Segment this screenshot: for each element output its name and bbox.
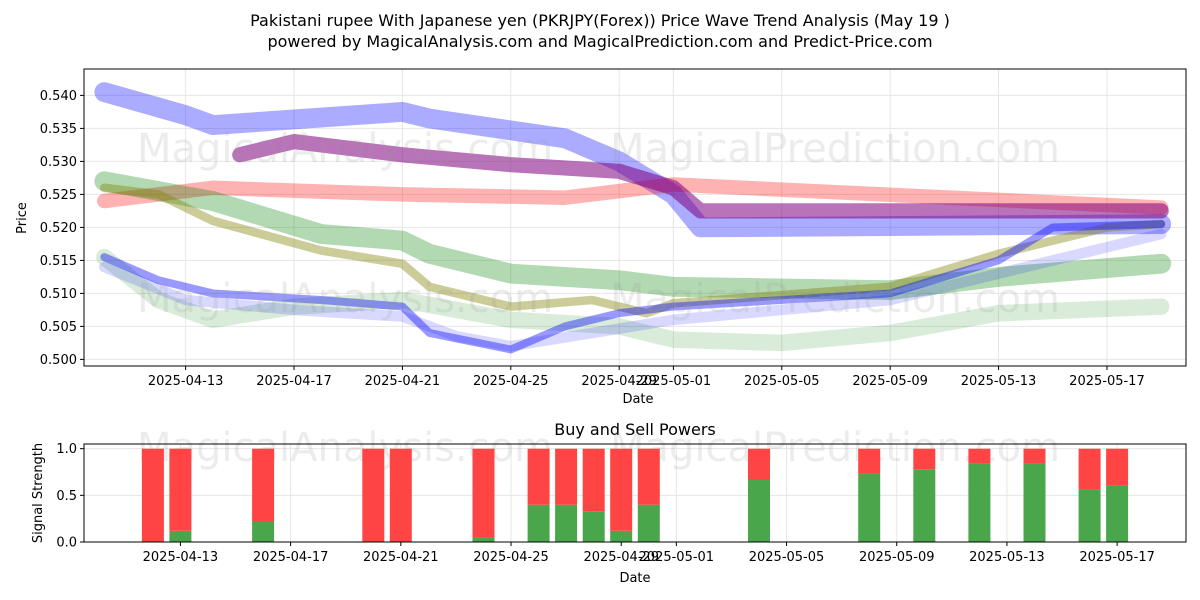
sell-bar	[1078, 448, 1101, 490]
sell-bar	[527, 448, 550, 505]
wave-band-blue-6	[100, 220, 1166, 354]
price-x-tick-label: 2025-05-17	[1069, 374, 1145, 389]
signal-chart-panel: Buy and Sell Powers MagicalAnalysis.com …	[31, 420, 1187, 586]
price-x-tick-label: 2025-05-05	[744, 374, 820, 389]
wave-band-red-1	[97, 177, 1169, 215]
signal-x-tick-label: 2025-05-13	[969, 550, 1045, 565]
signal-y-tick-label: 0.5	[56, 489, 77, 504]
sell-bar	[389, 448, 412, 542]
buy-bar	[582, 511, 605, 542]
signal-y-tick-label: 0.0	[56, 536, 77, 551]
signal-plot-frame	[83, 443, 1187, 543]
watermark-analysis-2: MagicalAnalysis.com	[137, 276, 553, 322]
price-x-tick-label: 2025-04-13	[148, 374, 224, 389]
buy-bar	[472, 537, 495, 542]
wave-band-purple-2	[232, 134, 1169, 219]
price-x-tick-label: 2025-04-25	[473, 374, 549, 389]
sell-bar	[362, 448, 385, 542]
buy-bar	[1023, 463, 1046, 542]
price-chart-panel: MagicalAnalysis.com MagicalPrediction.co…	[15, 68, 1187, 407]
signal-y-tick-label: 1.0	[56, 442, 77, 457]
buy-bar	[527, 504, 550, 542]
buy-bar	[1078, 489, 1101, 542]
chart-subtitle: powered by MagicalAnalysis.com and Magic…	[267, 32, 932, 51]
price-y-tick-label: 0.505	[40, 320, 77, 335]
signal-x-tick-label: 2025-05-09	[859, 550, 935, 565]
price-y-tick-label: 0.540	[40, 89, 77, 104]
signal-x-tick-label: 2025-04-17	[253, 550, 329, 565]
wave-band-green-4	[96, 248, 1170, 352]
buy-bar	[858, 473, 881, 542]
chart-title: Pakistani rupee With Japanese yen (PKRJP…	[250, 11, 950, 30]
sell-bar	[610, 448, 633, 531]
price-axes: 0.500 0.505 0.510 0.515 0.520 0.525 0.530 0.535…	[40, 89, 1145, 389]
price-x-tick-label: 2025-05-01	[636, 374, 712, 389]
price-plot-frame	[83, 68, 1187, 367]
buy-bar	[913, 469, 936, 542]
buy-bar	[1106, 485, 1129, 542]
wave-band-olive-5	[100, 183, 1166, 318]
signal-y-label: Signal Strength	[31, 443, 46, 543]
sell-bar	[169, 448, 192, 531]
price-y-label: Price	[15, 202, 30, 234]
price-y-tick-label: 0.500	[40, 353, 77, 368]
signal-x-tick-label: 2025-05-01	[639, 550, 715, 565]
sell-bar	[555, 448, 578, 505]
wave-band-green-3	[94, 171, 1172, 301]
buy-bar	[748, 479, 770, 542]
price-y-tick-label: 0.525	[40, 188, 77, 203]
price-x-tick-label: 2025-04-21	[365, 374, 441, 389]
sell-bar	[141, 448, 164, 542]
price-y-tick-label: 0.535	[40, 122, 77, 137]
price-x-tick-label: 2025-05-13	[961, 374, 1037, 389]
buy-bar	[252, 521, 275, 542]
signal-title: Buy and Sell Powers	[554, 420, 716, 439]
price-y-tick-label: 0.510	[40, 287, 77, 302]
price-y-tick-label: 0.515	[40, 254, 77, 269]
watermark-prediction-2: MagicalPrediction.com	[610, 276, 1060, 322]
watermark-prediction-3: MagicalPrediction.com	[610, 425, 1060, 471]
sell-bar	[913, 448, 936, 470]
buy-bar	[637, 504, 660, 542]
sell-bar	[252, 448, 275, 522]
sell-bar	[748, 448, 770, 480]
sell-bar	[968, 448, 991, 464]
buy-bar	[555, 504, 578, 542]
signal-x-tick-label: 2025-04-13	[143, 550, 219, 565]
buy-bar	[968, 463, 991, 542]
buy-bar	[169, 530, 192, 542]
watermark-prediction: MagicalPrediction.com	[610, 126, 1060, 172]
price-x-tick-label: 2025-04-29	[581, 374, 657, 389]
watermarks-top: MagicalAnalysis.com MagicalPrediction.co…	[137, 126, 1060, 322]
wave-band-blue-0	[94, 82, 1172, 238]
price-x-label: Date	[622, 392, 653, 407]
price-y-tick-label: 0.530	[40, 155, 77, 170]
watermark-analysis: MagicalAnalysis.com	[137, 126, 553, 172]
signal-x-tick-label: 2025-04-21	[363, 550, 439, 565]
signal-x-tick-label: 2025-04-29	[583, 550, 659, 565]
sell-bar	[582, 448, 605, 512]
price-y-tick-label: 0.520	[40, 221, 77, 236]
price-x-tick-label: 2025-04-17	[256, 374, 332, 389]
signal-x-tick-label: 2025-05-05	[749, 550, 825, 565]
signal-bars	[141, 448, 1129, 542]
signal-x-tick-label: 2025-05-17	[1079, 550, 1155, 565]
signal-x-tick-label: 2025-04-25	[473, 550, 549, 565]
sell-bar	[472, 448, 495, 538]
sell-bar	[1106, 448, 1129, 486]
sell-bar	[858, 448, 881, 474]
sell-bar	[637, 448, 660, 505]
price-x-tick-label: 2025-05-09	[852, 374, 928, 389]
sell-bar	[1023, 448, 1046, 464]
signal-x-label: Date	[619, 571, 650, 586]
buy-bar	[610, 530, 633, 542]
signal-axes: 0.0 0.5 1.0 2025-04-13 2025-04-17 2025-04-21 2…	[56, 442, 1155, 565]
wave-band-blue-7	[99, 228, 1167, 352]
wave-bands	[94, 82, 1172, 354]
